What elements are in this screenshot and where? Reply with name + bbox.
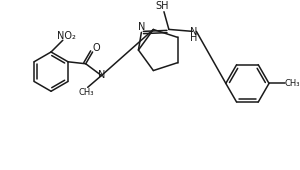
Text: N: N [98, 70, 105, 80]
Text: CH₃: CH₃ [285, 79, 300, 88]
Text: N: N [190, 27, 197, 37]
Text: O: O [93, 43, 100, 53]
Text: NO₂: NO₂ [57, 31, 76, 41]
Text: CH₃: CH₃ [79, 88, 94, 97]
Text: SH: SH [155, 1, 169, 11]
Text: H: H [190, 33, 197, 43]
Text: N: N [138, 22, 145, 32]
